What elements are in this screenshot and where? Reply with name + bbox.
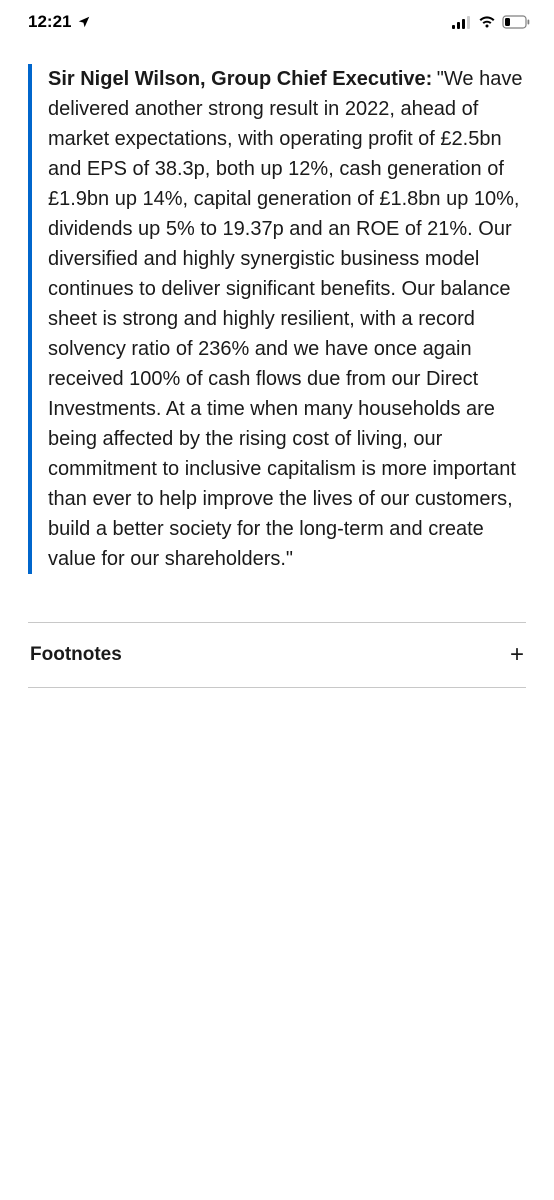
- quote-body: "We have delivered another strong result…: [48, 68, 522, 570]
- quote-block: Sir Nigel Wilson, Group Chief Executive:…: [28, 64, 526, 574]
- status-left: 12:21: [28, 12, 91, 32]
- status-bar: 12:21: [0, 0, 554, 40]
- battery-icon: [502, 15, 530, 29]
- wifi-icon: [478, 15, 496, 29]
- footnotes-label: Footnotes: [30, 644, 122, 666]
- footnotes-row[interactable]: Footnotes +: [28, 622, 526, 688]
- content-area: Sir Nigel Wilson, Group Chief Executive:…: [0, 40, 554, 688]
- status-time: 12:21: [28, 12, 71, 32]
- cellular-signal-icon: [452, 15, 472, 29]
- location-icon: [77, 15, 91, 29]
- status-right: [452, 15, 530, 29]
- quote-speaker: Sir Nigel Wilson, Group Chief Executive:: [48, 68, 432, 90]
- expand-icon: +: [510, 641, 524, 669]
